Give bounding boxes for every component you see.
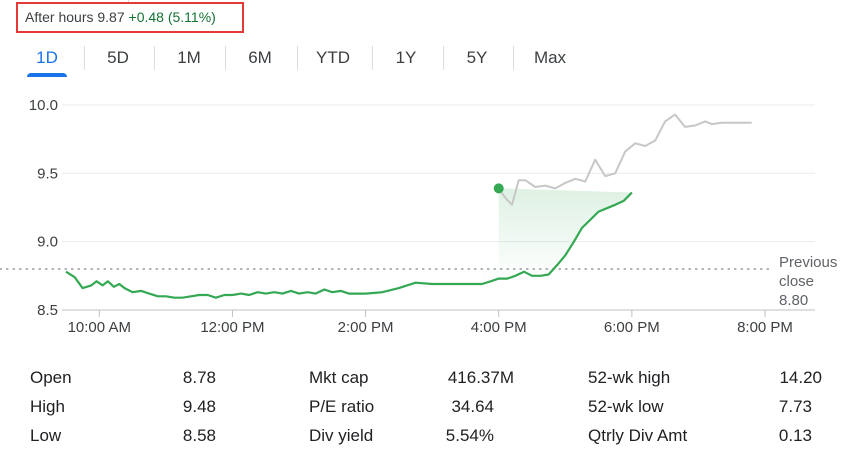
after-hours-price: 9.87 xyxy=(97,9,125,25)
tab-ytd[interactable]: YTD xyxy=(316,48,350,67)
x-tick-label: 2:00 PM xyxy=(338,319,394,336)
stat-label-low: Low xyxy=(30,426,62,445)
stat-label-qtrly-div-amt: Qtrly Div Amt xyxy=(588,426,688,445)
current-price-dot xyxy=(493,183,504,194)
tab-5y[interactable]: 5Y xyxy=(466,48,488,67)
after-hours-quote: After hours 9.87 +0.48 (5.11%) xyxy=(25,9,216,25)
stat-label-52wk-high: 52-wk high xyxy=(588,368,671,387)
tab-1m[interactable]: 1M xyxy=(177,48,201,67)
stat-label-52wk-low: 52-wk low xyxy=(588,397,664,416)
y-tick-label: 8.5 xyxy=(37,302,58,319)
y-tick-label: 10.0 xyxy=(29,97,58,114)
x-tick-label: 10:00 AM xyxy=(68,319,131,336)
stat-label-div-yield: Div yield xyxy=(309,426,374,445)
tab-separator xyxy=(154,46,155,70)
stats-table: Open 8.78 High 9.48 Low 8.58 Mkt cap 416… xyxy=(0,364,845,454)
tab-separator xyxy=(372,46,373,70)
x-tick-label: 4:00 PM xyxy=(471,319,527,336)
stat-label-high: High xyxy=(30,397,65,416)
tab-max[interactable]: Max xyxy=(533,48,567,67)
tab-separator xyxy=(84,46,85,70)
previous-close-label: close xyxy=(779,273,814,290)
tab-separator xyxy=(225,46,226,70)
tab-separator xyxy=(443,46,444,70)
tab-separator xyxy=(513,46,514,70)
stat-value-52wk-low: 7.73 xyxy=(778,397,812,416)
stat-value-qtrly-div-amt: 0.13 xyxy=(778,426,812,445)
tab-5d[interactable]: 5D xyxy=(107,48,129,67)
regular-session-price-line xyxy=(65,191,633,299)
stat-value-div-yield: 5.54% xyxy=(445,426,494,445)
x-tick-label: 12:00 PM xyxy=(200,319,264,336)
after-hours-change: +0.48 (5.11%) xyxy=(128,9,216,25)
stat-value-open: 8.78 xyxy=(182,368,216,387)
stat-value-high: 9.48 xyxy=(182,397,216,416)
stat-value-52wk-high: 14.20 xyxy=(779,368,822,387)
tab-6m[interactable]: 6M xyxy=(248,48,272,67)
y-tick-label: 9.5 xyxy=(37,165,58,182)
stat-value-mkt-cap: 416.37M xyxy=(447,368,514,387)
price-chart[interactable]: 10.0 9.5 9.0 8.5 Previous close 8.80 10:00 AM… xyxy=(0,88,845,348)
previous-close-label: Previous xyxy=(779,254,837,271)
y-tick-label: 9.0 xyxy=(37,234,58,251)
stat-label-pe-ratio: P/E ratio xyxy=(309,397,375,416)
x-tick-label: 8:00 PM xyxy=(737,319,793,336)
active-tab-indicator xyxy=(27,73,67,77)
tab-1y[interactable]: 1Y xyxy=(395,48,417,67)
price-area-fill xyxy=(482,188,632,284)
stat-label-mkt-cap: Mkt cap xyxy=(309,368,369,387)
tab-separator xyxy=(297,46,298,70)
stat-value-pe-ratio: 34.64 xyxy=(451,397,494,416)
tab-1d[interactable]: 1D xyxy=(36,48,58,67)
after-hours-highlight-box xyxy=(16,2,244,33)
after-hours-price-line xyxy=(497,113,752,206)
stat-label-open: Open xyxy=(30,368,72,387)
x-tick-label: 6:00 PM xyxy=(604,319,660,336)
after-hours-label: After hours xyxy=(25,9,94,25)
stat-value-low: 8.58 xyxy=(182,426,216,445)
previous-close-value: 8.80 xyxy=(779,292,808,309)
